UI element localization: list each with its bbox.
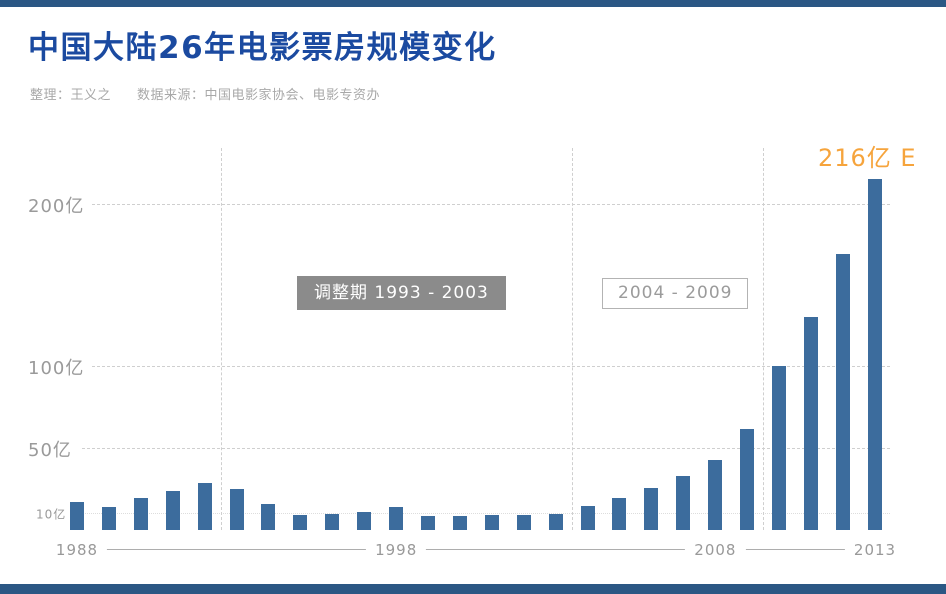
data-source: 数据来源：中国电影家协会、电影专资办 — [137, 88, 381, 103]
period-divider-after-1992 — [220, 148, 222, 530]
bar-1995 — [293, 515, 308, 530]
bar-2008 — [708, 460, 723, 530]
bar-1991 — [165, 491, 180, 530]
y-axis-label-50: 50亿 — [28, 433, 80, 464]
gridline-50 — [62, 447, 890, 449]
bar-2000 — [452, 516, 467, 530]
bar-1994 — [261, 504, 276, 530]
bar-1999 — [420, 516, 435, 530]
period-divider-after-2009 — [763, 148, 765, 530]
x-axis-label-2008: 2008 — [685, 541, 746, 559]
bar-2013 — [867, 178, 882, 530]
page-title: 中国大陆26年电影票房规模变化 — [28, 30, 497, 66]
bar-2005 — [612, 497, 627, 530]
gridline-100 — [62, 366, 890, 368]
x-axis: 1988 1998 2008 2013 — [46, 541, 906, 559]
bar-1990 — [133, 497, 148, 530]
x-axis-label-2013: 2013 — [844, 541, 906, 559]
bar-2004 — [580, 505, 595, 530]
bar-chart: 200亿 100亿 50亿 10亿 调整期 1993 - 2003 2004 - 20… — [28, 144, 916, 530]
bar-2009 — [740, 429, 755, 530]
y-axis-label-100: 100亿 — [28, 352, 93, 383]
gridline-10 — [62, 512, 890, 514]
bar-1993 — [229, 489, 244, 530]
bars-container — [70, 148, 882, 530]
bar-1989 — [101, 507, 116, 530]
bar-2010 — [771, 365, 786, 530]
x-axis-line — [62, 549, 890, 550]
bar-2012 — [835, 253, 850, 530]
annotation-adjustment-period: 调整期 1993 - 2003 — [297, 276, 506, 310]
grid-layer: 200亿 100亿 50亿 10亿 — [28, 148, 890, 530]
bar-1997 — [357, 512, 372, 530]
annotation-2004-2009: 2004 - 2009 — [602, 278, 749, 309]
bottom-border-band — [0, 584, 946, 594]
bar-2003 — [548, 513, 563, 530]
x-axis-label-1988: 1988 — [46, 541, 108, 559]
compiler-credit: 整理：王义之 — [30, 88, 112, 103]
top-border-band — [0, 0, 946, 7]
period-divider-after-2003 — [571, 148, 573, 530]
x-axis-label-1998: 1998 — [366, 541, 427, 559]
annotation-2013-estimate: 216亿 E — [818, 144, 917, 172]
y-axis-label-200: 200亿 — [28, 189, 93, 220]
subtitle: 整理：王义之 数据来源：中国电影家协会、电影专资办 — [30, 84, 380, 103]
bar-1998 — [389, 507, 404, 530]
bar-2011 — [803, 317, 818, 530]
y-axis-label-10: 10亿 — [36, 503, 73, 525]
bar-1992 — [197, 482, 212, 530]
bar-2002 — [516, 515, 531, 530]
bar-1996 — [325, 513, 340, 530]
bar-2001 — [484, 515, 499, 530]
bar-1988 — [70, 502, 84, 530]
bar-2007 — [676, 476, 691, 530]
gridline-200 — [62, 203, 890, 205]
bar-2006 — [644, 487, 659, 530]
